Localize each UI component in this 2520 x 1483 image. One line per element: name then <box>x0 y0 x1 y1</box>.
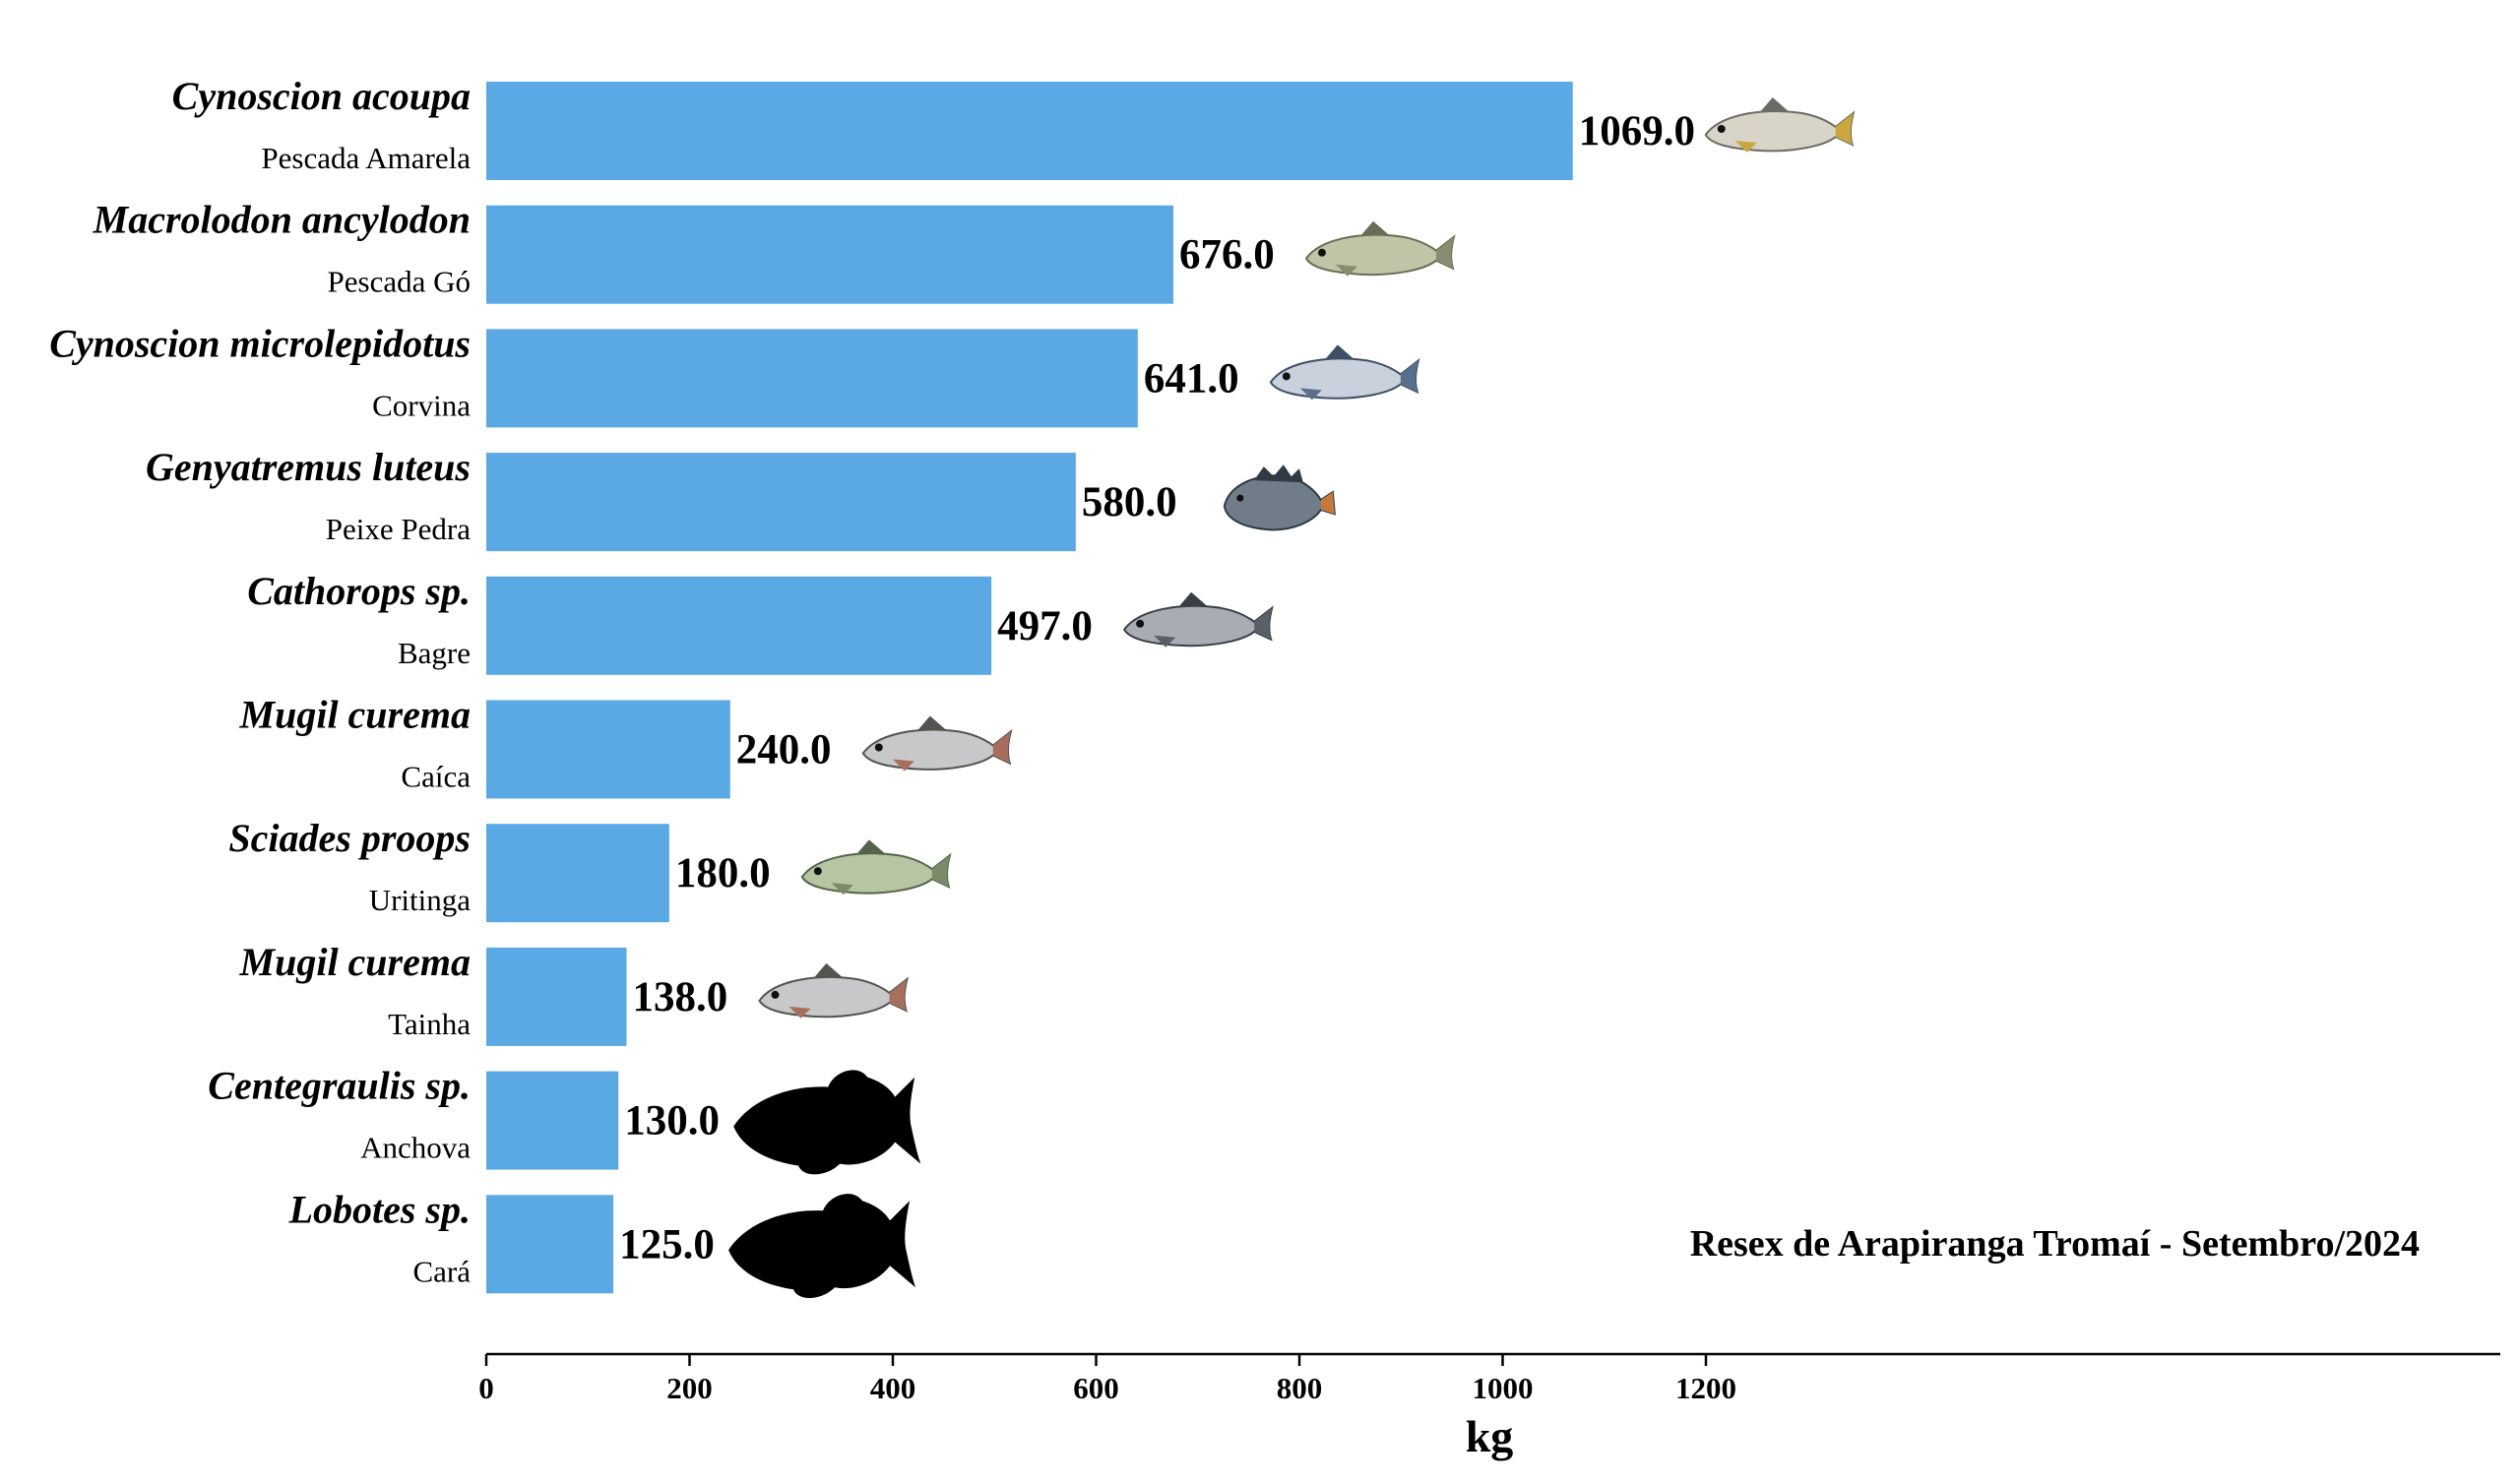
x-axis: 0 200 400 600 800 1000 1200 <box>478 1352 2500 1405</box>
category-scientific-name: Mugil curema <box>239 940 471 984</box>
category-common-name: Pescada Amarela <box>261 141 471 175</box>
category-common-name: Uritinga <box>369 883 472 917</box>
category-scientific-name: Sciades proops <box>228 816 471 860</box>
fish-silhouette-icon <box>733 1070 921 1175</box>
category-scientific-name: Cynoscion microlepidotus <box>49 321 471 365</box>
grunt-fish-icon <box>1223 464 1336 531</box>
x-tick-label: 400 <box>870 1371 916 1405</box>
sea-catfish-icon <box>800 839 952 896</box>
category-common-name: Pescada Gó <box>328 265 471 299</box>
yellow-croaker-fish-icon <box>1704 97 1856 153</box>
category-common-name: Bagre <box>398 636 471 670</box>
chart-annotation: Resex de Arapiranga Tromaí - Setembro/20… <box>1690 1223 2420 1265</box>
bar-value-label: 497.0 <box>997 603 1093 649</box>
category-common-name: Cará <box>412 1254 471 1288</box>
corvina-fish-icon <box>1269 344 1420 401</box>
mullet-fish-icon <box>758 962 910 1019</box>
bar-value-label: 676.0 <box>1179 232 1275 278</box>
x-tick-label: 200 <box>666 1371 713 1405</box>
bar-value-label: 180.0 <box>675 850 771 896</box>
category-scientific-name: Macrolodon ancylodon <box>93 198 471 242</box>
fish-icons-layer <box>728 97 1856 1299</box>
bar-value-label: 130.0 <box>624 1098 720 1144</box>
bar <box>486 453 1076 552</box>
bar <box>486 1071 619 1170</box>
catfish-icon <box>1122 591 1274 648</box>
fish-silhouette-icon <box>728 1194 916 1299</box>
category-common-name: Caíca <box>401 760 471 794</box>
category-labels-layer: Cynoscion acoupa Pescada Amarela Macrolodo… <box>49 74 471 1288</box>
x-tick-label: 800 <box>1277 1371 1323 1405</box>
bar-value-label: 1069.0 <box>1579 108 1695 154</box>
bar <box>486 205 1173 304</box>
bar <box>486 82 1573 180</box>
x-tick-label: 0 <box>478 1371 494 1405</box>
category-common-name: Corvina <box>372 388 471 422</box>
category-scientific-name: Cathorops sp. <box>247 569 471 613</box>
bar <box>486 1195 614 1294</box>
x-tick-label: 1200 <box>1675 1371 1736 1405</box>
category-scientific-name: Centegraulis sp. <box>208 1064 471 1108</box>
bar-value-label: 240.0 <box>736 727 832 773</box>
bar <box>486 824 669 923</box>
category-common-name: Anchova <box>360 1131 471 1165</box>
category-scientific-name: Mugil curema <box>239 693 471 737</box>
mullet-fish-icon <box>861 715 1013 772</box>
weakfish-icon <box>1304 220 1456 277</box>
bar-value-label: 138.0 <box>632 974 727 1020</box>
x-tick-label: 600 <box>1073 1371 1119 1405</box>
category-common-name: Tainha <box>388 1007 471 1041</box>
bar <box>486 947 627 1046</box>
bar <box>486 576 992 675</box>
category-common-name: Peixe Pedra <box>326 512 471 546</box>
bar-value-label: 580.0 <box>1082 479 1177 525</box>
category-scientific-name: Cynoscion acoupa <box>172 74 471 118</box>
category-scientific-name: Lobotes sp. <box>288 1187 471 1231</box>
x-tick-label: 1000 <box>1473 1371 1534 1405</box>
bar <box>486 329 1138 428</box>
bars-layer: 1069.0 676.0 641.0 580.0 497.0 240.0 180.0 138.… <box>486 82 1695 1294</box>
bar-value-label: 125.0 <box>619 1221 715 1267</box>
bar <box>486 700 730 799</box>
x-axis-label: kg <box>1466 1411 1514 1461</box>
category-scientific-name: Genyatremus luteus <box>146 445 471 489</box>
bar-value-label: 641.0 <box>1144 355 1239 402</box>
